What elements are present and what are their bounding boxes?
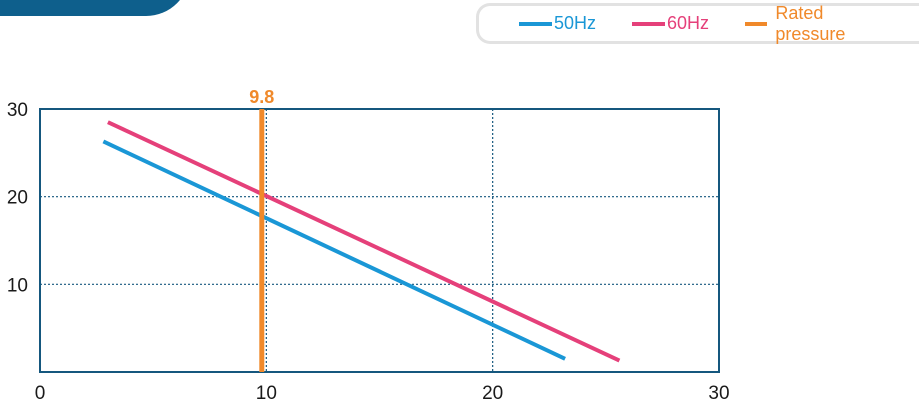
legend-swatch-rated-pressure	[745, 21, 768, 26]
legend-item-50hz: 50Hz	[519, 13, 596, 34]
plot-frame	[39, 108, 720, 373]
x-tick-label-10: 10	[256, 383, 277, 403]
x-tick-label-0: 0	[35, 383, 46, 403]
rated-pressure-label: 9.8	[249, 87, 274, 107]
legend-item-60hz: 60Hz	[632, 13, 709, 34]
y-tick-label-20: 20	[7, 188, 28, 209]
y-tick-label-30: 30	[7, 100, 28, 121]
y-tick-label-10: 10	[7, 275, 28, 296]
x-tick-label-30: 30	[708, 383, 729, 403]
legend-label-50hz: 50Hz	[554, 13, 597, 33]
x-tick-label-20: 20	[482, 383, 503, 403]
legend-swatch-60hz	[632, 21, 666, 26]
chart-legend: 50Hz 60Hz Rated pressure	[476, 3, 919, 44]
legend-item-rated-pressure: Rated pressure	[745, 3, 885, 45]
legend-label-60hz: 60Hz	[667, 13, 710, 33]
legend-label-rated-pressure: Rated pressure	[775, 2, 846, 44]
series-line-60hz	[107, 120, 621, 363]
series-line-50hz	[102, 139, 566, 361]
legend-swatch-50hz	[519, 21, 552, 26]
header-tab	[0, 0, 190, 16]
